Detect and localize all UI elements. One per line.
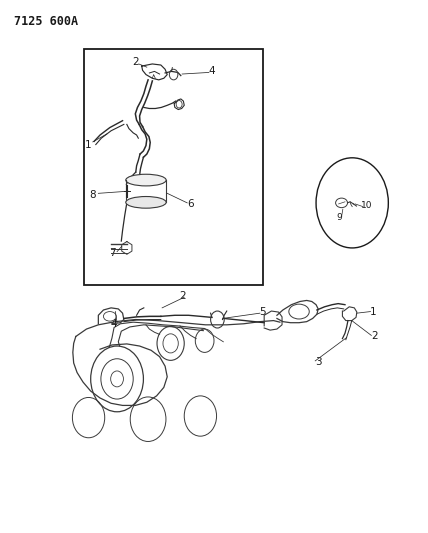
Text: 5: 5 (260, 306, 266, 317)
Text: 6: 6 (187, 199, 194, 209)
Text: 8: 8 (89, 190, 96, 200)
Text: 3: 3 (315, 357, 321, 367)
Text: 2: 2 (179, 290, 185, 301)
Ellipse shape (126, 197, 166, 208)
Text: 9: 9 (336, 213, 342, 222)
Text: 2: 2 (132, 58, 139, 67)
Ellipse shape (126, 174, 166, 186)
Text: 10: 10 (360, 201, 372, 210)
Text: 7: 7 (109, 248, 115, 259)
Text: 4: 4 (208, 67, 215, 76)
Bar (84, 49, 263, 285)
Text: 4: 4 (111, 319, 117, 329)
Text: 7125 600A: 7125 600A (14, 14, 78, 28)
Text: 1: 1 (370, 306, 377, 317)
Text: 1: 1 (85, 140, 92, 150)
Circle shape (316, 158, 388, 248)
Text: 2: 2 (372, 332, 378, 342)
